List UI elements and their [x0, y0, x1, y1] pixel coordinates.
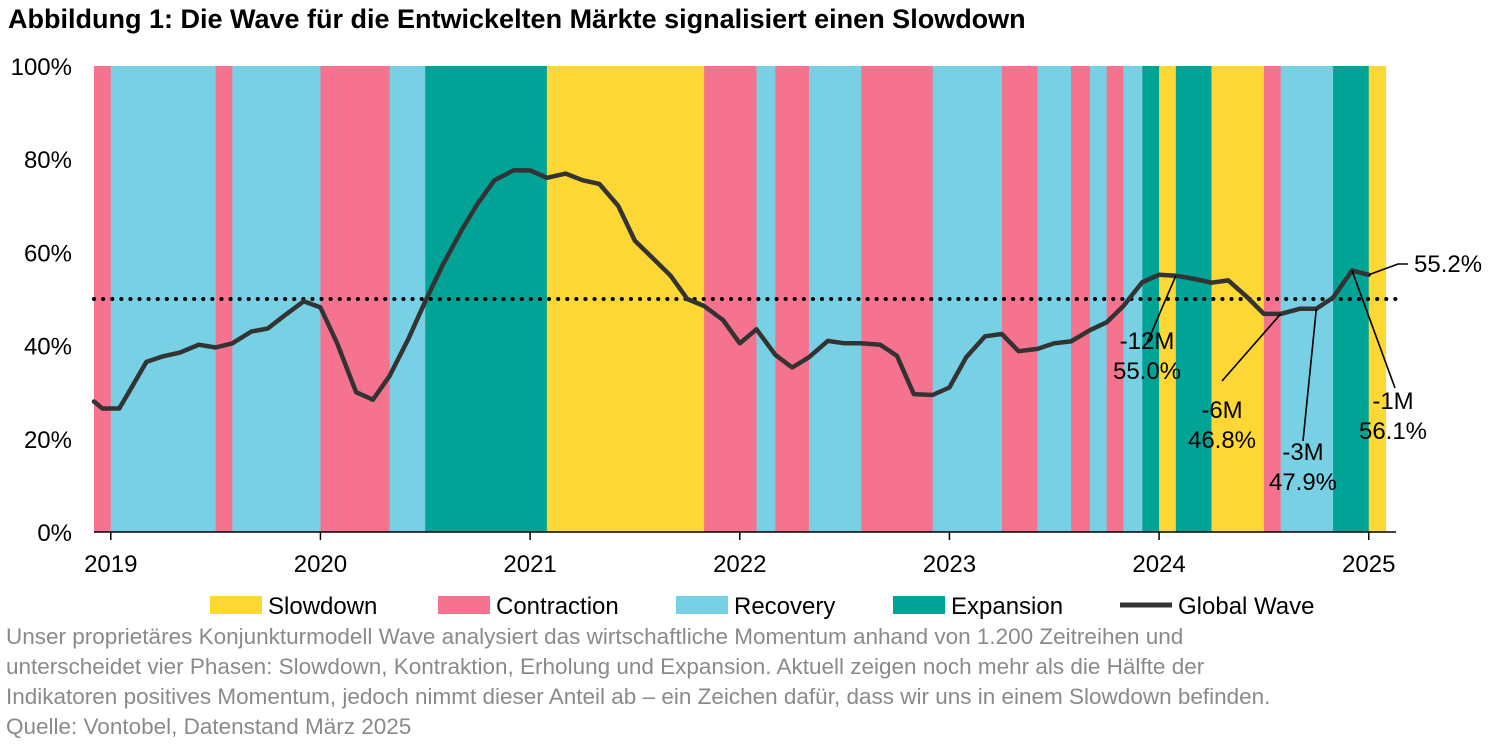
legend-swatch-contraction: [438, 596, 490, 614]
phase-band-contraction: [1071, 66, 1091, 532]
annotation-leader: [1146, 275, 1177, 344]
annotation-value: 55.0%: [1113, 358, 1181, 385]
annotation-period: -6M: [1201, 397, 1242, 424]
phase-band-recovery: [1089, 66, 1108, 532]
caption-line-1: Unser proprietäres Konjunkturmodell Wave…: [6, 624, 1184, 649]
caption-line-2: unterscheidet vier Phasen: Slowdown, Kon…: [6, 654, 1205, 679]
phase-band-contraction: [1263, 66, 1282, 532]
annotation-period: -3M: [1282, 439, 1323, 466]
y-tick-label: 100%: [11, 54, 72, 81]
annotation-value: 47.9%: [1269, 469, 1337, 496]
y-tick-label: 60%: [24, 240, 72, 267]
x-tick-label: 2019: [84, 551, 137, 578]
x-tick-label: 2022: [713, 551, 766, 578]
y-tick-label: 0%: [37, 520, 72, 547]
annotation-leader: [1221, 313, 1282, 382]
phase-band-recovery: [1280, 66, 1334, 532]
legend-label: Contraction: [496, 593, 619, 620]
global-wave-line: [91, 168, 1371, 411]
wave-chart: 0% 20% 40% 60% 80% 100% 2019 2020 2021 2022 2023 20…: [11, 54, 1482, 620]
legend-label: Global Wave: [1178, 593, 1315, 620]
legend-label: Expansion: [951, 593, 1063, 620]
annotation-value: 46.8%: [1188, 427, 1256, 454]
x-tick-label: 2024: [1132, 551, 1185, 578]
annotation-period: -1M: [1372, 388, 1413, 415]
caption-source: Quelle: Vontobel, Datenstand März 2025: [6, 714, 412, 739]
annotation-leader: [1351, 270, 1396, 389]
legend-swatch-slowdown: [210, 596, 262, 614]
legend-swatch-recovery: [676, 596, 728, 614]
x-tick-label: 2023: [923, 551, 976, 578]
legend-label: Slowdown: [268, 593, 377, 620]
legend-label: Recovery: [734, 593, 835, 620]
annotation-value: 56.1%: [1359, 418, 1427, 445]
end-label-leader: [1368, 263, 1408, 276]
x-tick-label: 2025: [1342, 551, 1395, 578]
x-tick-label: 2020: [294, 551, 347, 578]
annotation-period: -12M: [1120, 328, 1175, 355]
y-tick-label: 20%: [24, 427, 72, 454]
y-tick-label: 40%: [24, 334, 72, 361]
phase-band-recovery: [808, 66, 862, 532]
phase-band-slowdown: [1211, 66, 1265, 532]
phase-band-contraction: [215, 66, 233, 532]
caption-line-3: Indikatoren positives Momentum, jedoch n…: [6, 684, 1271, 709]
annotation-leader: [1302, 308, 1318, 442]
phase-band-recovery: [110, 66, 217, 532]
end-value-label: 55.2%: [1414, 251, 1482, 278]
y-tick-label: 80%: [24, 147, 72, 174]
figure-title: Abbildung 1: Die Wave für die Entwickelt…: [8, 4, 1026, 34]
legend-swatch-expansion: [893, 596, 945, 614]
x-tick-label: 2021: [503, 551, 556, 578]
phase-band-slowdown: [546, 66, 705, 532]
phase-band-contraction: [1106, 66, 1125, 532]
caption: Unser proprietäres Konjunkturmodell Wave…: [6, 622, 1496, 742]
